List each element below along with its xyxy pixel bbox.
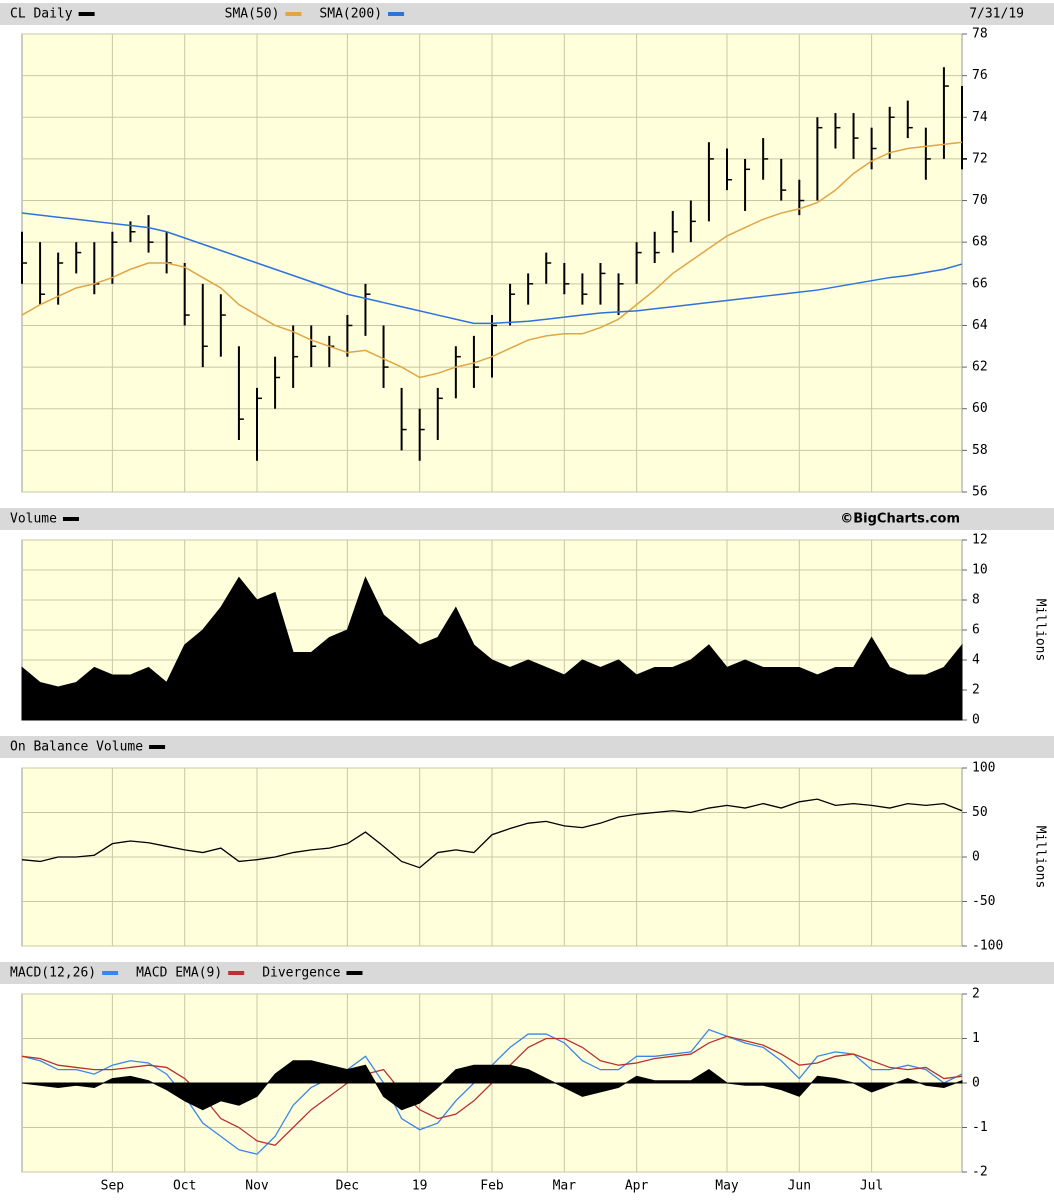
legend-label: Divergence xyxy=(262,966,340,981)
x-tick-label: Nov xyxy=(245,1179,269,1194)
x-tick-label: Jul xyxy=(860,1179,883,1194)
x-tick-label: Jun xyxy=(788,1179,811,1194)
legend-label: SMA(200) xyxy=(319,7,382,22)
y-tick-label: 62 xyxy=(972,360,988,375)
y-tick-label: 68 xyxy=(972,235,988,250)
y-tick-label: 60 xyxy=(972,401,988,416)
y-tick-label: -100 xyxy=(972,939,1003,954)
x-tick-label: Mar xyxy=(553,1179,577,1194)
legend-swatch xyxy=(228,971,245,975)
legend-label: On Balance Volume xyxy=(10,740,143,755)
legend-label: Volume xyxy=(10,512,57,527)
legend-swatch xyxy=(78,12,95,16)
legend-label: SMA(50) xyxy=(225,7,280,22)
y-tick-label: 72 xyxy=(972,151,988,166)
y-tick-label: 2 xyxy=(972,683,980,698)
x-tick-label: Apr xyxy=(625,1179,649,1194)
y-tick-label: 2 xyxy=(972,987,980,1002)
area xyxy=(21,576,963,721)
y-tick-label: 56 xyxy=(972,485,988,500)
y-tick-label: 58 xyxy=(972,443,988,458)
y-tick-label: 12 xyxy=(972,533,988,548)
x-tick-label: Dec xyxy=(336,1179,359,1194)
x-tick-label: May xyxy=(715,1179,739,1194)
y-tick-label: 100 xyxy=(972,761,995,776)
y-tick-label: 50 xyxy=(972,805,988,820)
line xyxy=(21,798,963,869)
legend-swatch xyxy=(149,745,166,749)
y-tick-label: 1 xyxy=(972,1031,980,1046)
legend-label: MACD EMA(9) xyxy=(136,966,222,981)
y-tick-label: 10 xyxy=(972,563,988,578)
y-tick-label: 8 xyxy=(972,593,980,608)
x-tick-label: Oct xyxy=(173,1179,196,1194)
header-bar xyxy=(0,736,1054,758)
y-tick-label: -2 xyxy=(972,1165,988,1180)
line xyxy=(21,141,963,379)
y-tick-label: 74 xyxy=(972,110,988,125)
x-tick-label: Feb xyxy=(480,1179,504,1194)
y-tick-label: 70 xyxy=(972,193,988,208)
y-tick-label: 76 xyxy=(972,68,988,83)
y-tick-label: 0 xyxy=(972,850,980,865)
area xyxy=(21,1060,963,1111)
y-axis-label: Millions xyxy=(1033,826,1048,889)
y-tick-label: 0 xyxy=(972,713,980,728)
watermark: ©BigCharts.com xyxy=(840,512,960,527)
header-bar xyxy=(0,962,1054,984)
date-label: 7/31/19 xyxy=(969,7,1024,22)
legend-label: MACD(12,26) xyxy=(10,966,96,981)
y-tick-label: 6 xyxy=(972,623,980,638)
header-bar xyxy=(0,508,1054,530)
y-tick-label: 4 xyxy=(972,653,980,668)
legend-swatch xyxy=(102,971,119,975)
legend-swatch xyxy=(285,12,302,16)
y-tick-label: 78 xyxy=(972,27,988,42)
header-bar xyxy=(0,3,1054,25)
y-tick-label: 64 xyxy=(972,318,988,333)
y-tick-label: -1 xyxy=(972,1120,988,1135)
legend-swatch xyxy=(388,12,405,16)
y-tick-label: -50 xyxy=(972,894,995,909)
legend-label: CL Daily xyxy=(10,7,73,22)
x-tick-label: 19 xyxy=(412,1179,428,1194)
line xyxy=(21,212,963,325)
y-tick-label: 0 xyxy=(972,1076,980,1091)
legend-swatch xyxy=(346,971,363,975)
y-tick-label: 66 xyxy=(972,276,988,291)
x-tick-label: Sep xyxy=(101,1179,125,1194)
legend-swatch xyxy=(62,517,79,521)
y-axis-label: Millions xyxy=(1033,599,1048,662)
